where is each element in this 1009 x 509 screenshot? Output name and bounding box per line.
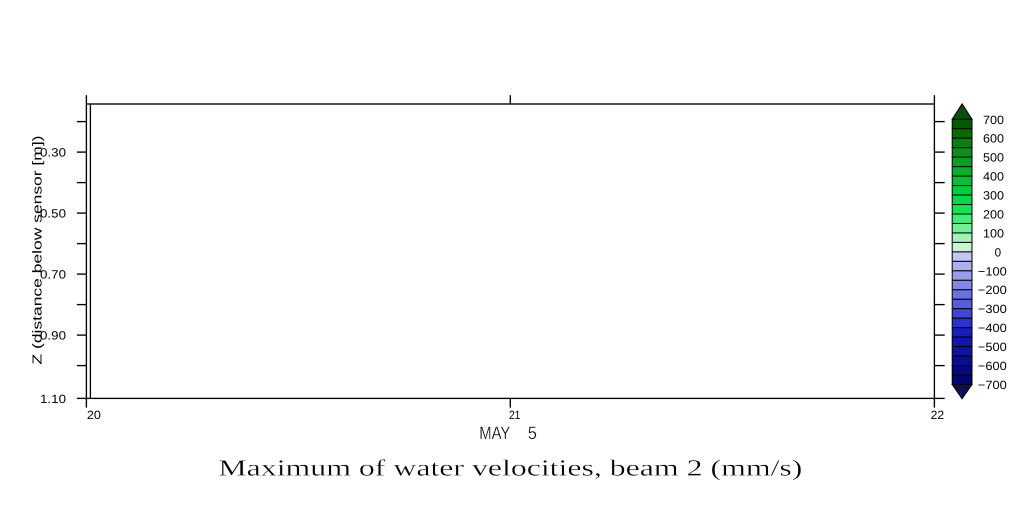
svg-text:300: 300: [983, 189, 1004, 203]
svg-text:0.30: 0.30: [40, 146, 66, 160]
svg-text:0.70: 0.70: [40, 268, 66, 282]
svg-text:−100: −100: [978, 264, 1007, 278]
svg-text:22: 22: [931, 408, 945, 422]
svg-text:−300: −300: [978, 302, 1007, 316]
svg-text:200: 200: [983, 207, 1004, 221]
svg-text:21: 21: [509, 408, 521, 422]
svg-text:0.50: 0.50: [40, 207, 66, 221]
svg-text:1.10: 1.10: [40, 392, 66, 406]
svg-text:500: 500: [983, 151, 1004, 165]
svg-text:Z (distance below sensor [m]): Z (distance below sensor [m]): [29, 136, 44, 365]
svg-text:−700: −700: [978, 378, 1007, 392]
svg-text:0.90: 0.90: [40, 329, 66, 343]
svg-text:100: 100: [983, 226, 1004, 240]
svg-text:700: 700: [983, 113, 1004, 127]
svg-text:0: 0: [995, 245, 1002, 259]
svg-text:−200: −200: [978, 283, 1007, 297]
svg-text:−400: −400: [978, 321, 1007, 335]
svg-text:−600: −600: [978, 359, 1007, 373]
svg-text:−500: −500: [978, 340, 1007, 354]
svg-text:400: 400: [983, 170, 1004, 184]
svg-text:600: 600: [983, 132, 1004, 146]
svg-text:MAY: MAY: [479, 423, 510, 443]
svg-text:20: 20: [87, 408, 101, 422]
svg-text:5: 5: [528, 423, 537, 443]
svg-text:Maximum of water velocities, b: Maximum of water velocities, beam 2 (mm/…: [218, 455, 802, 480]
